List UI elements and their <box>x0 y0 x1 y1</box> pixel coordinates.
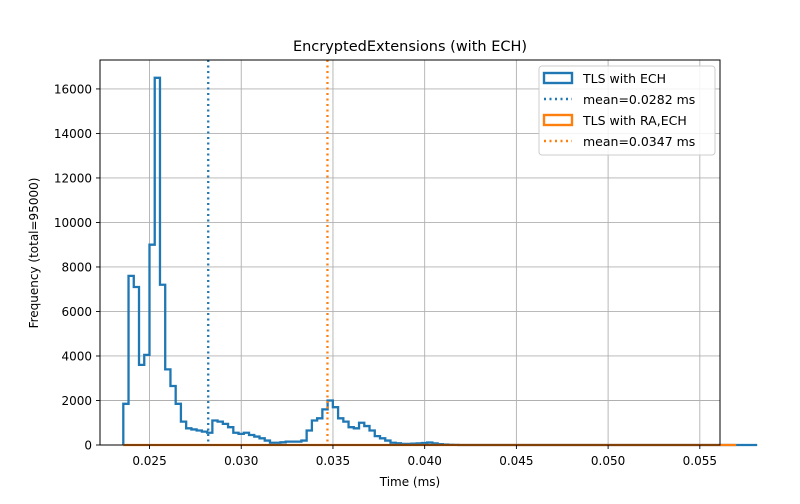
plot-frame <box>99 59 721 446</box>
chart-title: EncryptedExtensions (with ECH) <box>293 39 527 55</box>
x-tick-label: 0.050 <box>591 454 625 468</box>
legend: TLS with ECH mean=0.0282 ms TLS with RA,… <box>538 65 716 156</box>
legend-mean-label-ra-ech: mean=0.0347 ms <box>583 134 695 149</box>
x-axis-label: Time (ms) <box>379 475 441 489</box>
x-tick-label: 0.055 <box>683 454 717 468</box>
x-axis: 0.025 0.030 0.035 0.040 0.045 0.050 0.055 <box>132 445 717 468</box>
legend-swatch-ra-ech <box>542 113 574 127</box>
x-tick-label: 0.040 <box>407 454 441 468</box>
x-tick-label: 0.035 <box>316 454 350 468</box>
y-axis-label: Frequency (total=95000) <box>27 178 41 329</box>
y-tick-label: 16000 <box>54 82 92 96</box>
x-tick-label: 0.030 <box>224 454 258 468</box>
x-tick-label: 0.025 <box>132 454 166 468</box>
y-tick-label: 10000 <box>54 216 92 230</box>
y-tick-label: 0 <box>84 439 92 453</box>
y-tick-label: 2000 <box>61 394 92 408</box>
y-tick-label: 6000 <box>61 305 92 319</box>
y-tick-label: 14000 <box>54 127 92 141</box>
legend-mean-label-ech: mean=0.0282 ms <box>583 92 695 107</box>
mean-lines-layer <box>207 60 329 445</box>
legend-swatch-ech <box>542 71 574 85</box>
legend-box <box>538 65 716 156</box>
y-tick-label: 4000 <box>61 349 92 363</box>
y-tick-label: 12000 <box>54 171 92 185</box>
x-tick-label: 0.045 <box>499 454 533 468</box>
legend-label-ech: TLS with ECH <box>582 71 666 86</box>
y-tick-label: 8000 <box>61 260 92 274</box>
y-axis: 0 2000 4000 6000 8000 10000 12000 14000 16000 <box>54 82 100 453</box>
legend-label-ra-ech: TLS with RA,ECH <box>582 113 687 128</box>
